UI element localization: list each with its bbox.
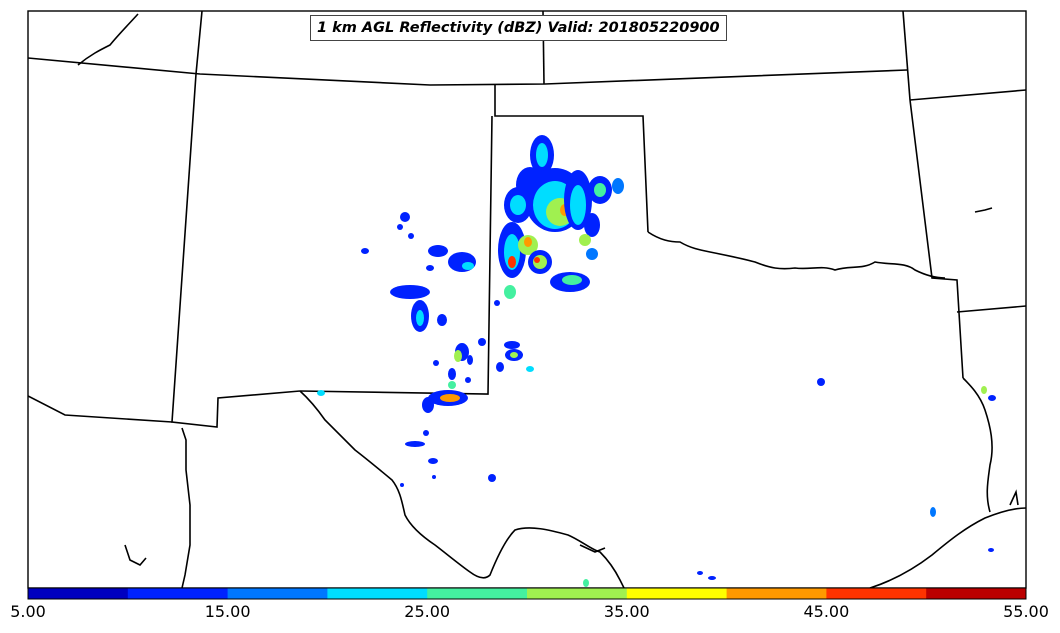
colorbar-segment <box>227 588 328 599</box>
colorbar-segment <box>926 588 1027 599</box>
colorbar <box>28 588 1027 599</box>
colorbar-segment <box>527 588 628 599</box>
map-title: 1 km AGL Reflectivity (dBZ) Valid: 20180… <box>310 15 727 41</box>
colorbar-tick-label: 5.00 <box>10 602 46 621</box>
colorbar-segment <box>327 588 428 599</box>
reflectivity-echoes <box>317 135 996 587</box>
colorbar-tick-label: 45.00 <box>803 602 850 621</box>
echo-scattered <box>400 378 996 587</box>
colorbar-segment <box>826 588 927 599</box>
state-boundaries <box>28 11 1026 588</box>
echo-cluster-main <box>494 135 624 306</box>
colorbar-border <box>27 587 1027 600</box>
colorbar-segment <box>626 588 728 599</box>
colorbar-segment <box>127 588 229 599</box>
map-border <box>27 10 1027 589</box>
colorbar-tick-label: 25.00 <box>404 602 451 621</box>
colorbar-tick-label: 15.00 <box>204 602 251 621</box>
colorbar-segment <box>726 588 827 599</box>
colorbar-segment <box>427 588 528 599</box>
echo-cluster-panhandle <box>317 212 534 413</box>
colorbar-tick-label: 35.00 <box>603 602 650 621</box>
colorbar-tick-label: 55.00 <box>1003 602 1049 621</box>
colorbar-segment <box>28 588 129 599</box>
